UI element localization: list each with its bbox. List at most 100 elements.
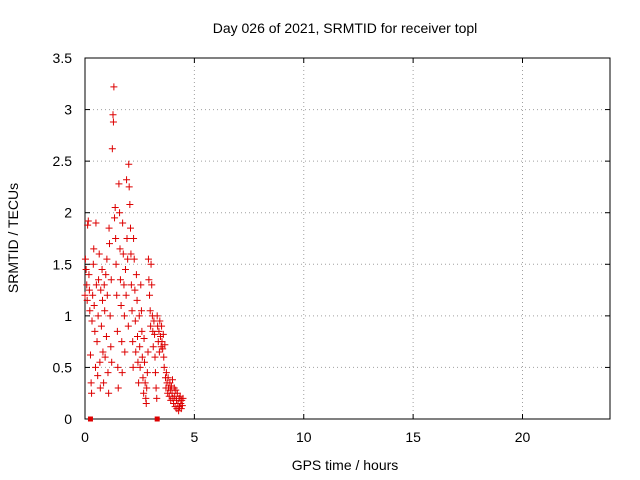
data-point bbox=[158, 338, 166, 346]
data-point bbox=[102, 271, 110, 279]
data-point bbox=[88, 317, 96, 325]
data-point bbox=[130, 255, 138, 263]
data-point bbox=[83, 296, 91, 304]
data-point bbox=[97, 286, 105, 294]
data-point bbox=[131, 286, 139, 294]
data-point bbox=[107, 276, 115, 284]
data-point bbox=[147, 260, 155, 268]
data-point bbox=[85, 271, 93, 279]
y-tick-label: 0 bbox=[64, 411, 72, 427]
data-point bbox=[152, 384, 160, 392]
x-tick-label: 0 bbox=[81, 429, 89, 445]
data-point bbox=[136, 363, 144, 371]
data-point bbox=[177, 405, 185, 413]
data-point bbox=[153, 394, 161, 402]
data-points bbox=[81, 83, 187, 422]
data-point bbox=[137, 307, 145, 315]
data-point bbox=[113, 291, 121, 299]
data-point bbox=[109, 118, 117, 126]
data-point bbox=[108, 145, 116, 153]
data-point bbox=[140, 389, 148, 397]
data-point bbox=[114, 384, 122, 392]
data-point bbox=[83, 281, 91, 289]
data-point bbox=[179, 394, 187, 402]
data-point bbox=[124, 255, 132, 263]
data-point bbox=[108, 358, 116, 366]
data-point bbox=[139, 374, 147, 382]
data-point bbox=[82, 265, 90, 273]
data-point bbox=[104, 369, 112, 377]
data-point bbox=[105, 224, 113, 232]
data-point bbox=[153, 312, 161, 320]
data-point bbox=[151, 353, 159, 361]
data-point bbox=[120, 281, 128, 289]
data-point bbox=[122, 291, 130, 299]
data-point bbox=[127, 224, 134, 232]
y-tick-label: 2 bbox=[64, 205, 72, 221]
data-point bbox=[92, 219, 100, 227]
data-point bbox=[155, 348, 163, 356]
data-point bbox=[111, 204, 119, 212]
zero-marker bbox=[154, 416, 160, 422]
data-point bbox=[178, 402, 186, 410]
data-point bbox=[93, 338, 101, 346]
data-point bbox=[105, 389, 113, 397]
axis-ticks: 0 5 10 15 20 0 0.5 1 1.5 2 2.5 3 3.5 bbox=[53, 50, 610, 445]
data-point bbox=[173, 389, 181, 397]
data-point bbox=[120, 312, 128, 320]
data-point bbox=[102, 332, 110, 340]
data-point bbox=[116, 245, 124, 253]
data-point bbox=[135, 379, 143, 387]
y-tick-label: 1.5 bbox=[53, 256, 73, 272]
y-tick-label: 3.5 bbox=[53, 50, 73, 66]
data-point bbox=[86, 351, 94, 359]
data-point bbox=[124, 322, 132, 330]
data-point bbox=[146, 291, 154, 299]
x-tick-label: 20 bbox=[515, 429, 531, 445]
data-point bbox=[121, 348, 129, 356]
data-point bbox=[84, 221, 92, 229]
data-point bbox=[107, 343, 115, 351]
data-point bbox=[128, 307, 136, 315]
data-point bbox=[94, 372, 102, 380]
data-point bbox=[164, 374, 172, 382]
data-point bbox=[90, 302, 98, 310]
data-point bbox=[142, 400, 150, 408]
data-point bbox=[172, 386, 180, 394]
data-point bbox=[110, 83, 118, 91]
data-point bbox=[106, 240, 113, 248]
data-point bbox=[116, 276, 124, 284]
data-point bbox=[103, 255, 111, 263]
data-point bbox=[147, 322, 155, 330]
data-point bbox=[162, 369, 170, 377]
data-point bbox=[92, 363, 99, 371]
data-point bbox=[87, 379, 95, 387]
data-point bbox=[134, 332, 141, 340]
data-point bbox=[101, 353, 109, 361]
data-point bbox=[88, 389, 96, 397]
data-point bbox=[101, 307, 109, 315]
data-point bbox=[91, 327, 99, 335]
data-point bbox=[146, 307, 154, 315]
y-axis-label: SRMTID / TECUs bbox=[5, 183, 21, 293]
data-point bbox=[143, 369, 151, 377]
data-point bbox=[133, 296, 141, 304]
data-point bbox=[116, 209, 124, 217]
data-point bbox=[148, 281, 156, 289]
data-point bbox=[106, 312, 114, 320]
data-point bbox=[156, 317, 164, 325]
data-point bbox=[138, 327, 146, 335]
data-point bbox=[111, 214, 119, 222]
y-tick-label: 1 bbox=[64, 308, 72, 324]
data-point bbox=[100, 379, 108, 387]
data-point bbox=[126, 200, 134, 208]
data-point bbox=[118, 369, 126, 377]
data-point bbox=[129, 338, 137, 346]
zero-marker bbox=[87, 416, 93, 422]
data-point bbox=[141, 358, 148, 366]
data-point bbox=[97, 322, 105, 330]
data-point bbox=[134, 358, 142, 366]
chart-title: Day 026 of 2021, SRMTID for receiver top… bbox=[213, 20, 478, 36]
plot-frame bbox=[84, 57, 611, 420]
